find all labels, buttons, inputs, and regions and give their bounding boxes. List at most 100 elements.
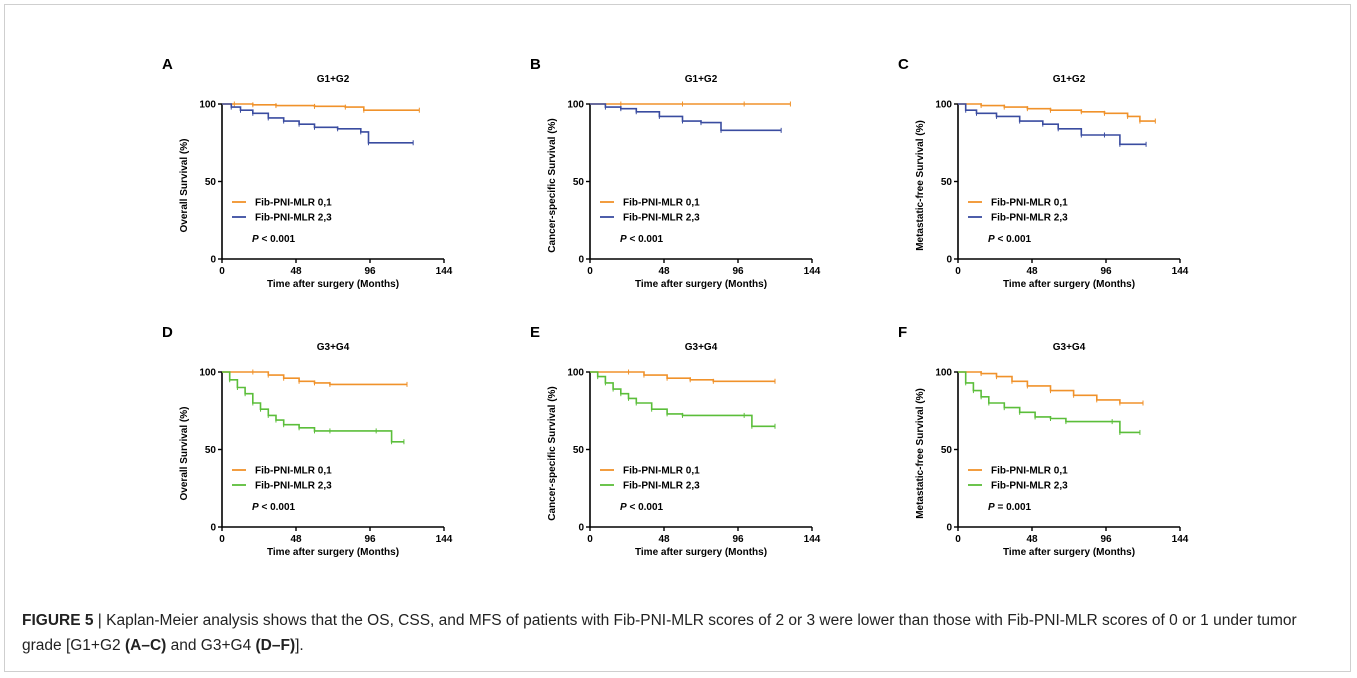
x-tick-label: 48 [658, 266, 670, 277]
panel-letter: E [530, 324, 540, 341]
panel-a: A G1+G2 0 48 96 144 0 50 100 Time after surgery (… [162, 56, 453, 290]
y-tick-label: 0 [946, 255, 952, 266]
survival-curve-2 [590, 103, 782, 132]
x-axis-label: Time after surgery (Months) [635, 279, 767, 290]
panel-b: B G1+G2 0 48 96 144 0 50 100 Time after surgery (… [530, 56, 821, 290]
panel-d: D G3+G4 0 48 96 144 0 50 100 Time after surgery (… [162, 324, 453, 558]
panel-letter: A [162, 56, 173, 73]
y-tick-label: 0 [210, 523, 216, 534]
x-axis-label: Time after surgery (Months) [267, 547, 399, 558]
x-tick-label: 144 [804, 266, 821, 277]
figure-panels: A G1+G2 0 48 96 144 0 50 100 Time after surgery (… [162, 56, 1189, 558]
p-value-label: P = 0.001 [988, 502, 1032, 513]
x-tick-label: 144 [436, 266, 453, 277]
survival-curve-1 [590, 371, 775, 383]
legend-label: Fib-PNI-MLR 2,3 [623, 481, 700, 492]
legend-label: Fib-PNI-MLR 0,1 [991, 198, 1068, 209]
x-tick-label: 96 [1100, 266, 1112, 277]
p-value-label: P < 0.001 [252, 234, 296, 245]
panel-c: C G1+G2 0 48 96 144 0 50 100 Time after surgery (… [898, 56, 1189, 290]
legend-label: Fib-PNI-MLR 0,1 [623, 198, 700, 209]
panel-title: G3+G4 [1053, 342, 1086, 353]
panel-e: E G3+G4 0 48 96 144 0 50 100 Time after surgery (… [530, 324, 821, 558]
y-axis-label: Overall Survival (%) [179, 139, 190, 233]
x-tick-label: 0 [219, 266, 225, 277]
panel-letter: B [530, 56, 541, 73]
caption-mid: and G3+G4 [166, 637, 256, 654]
y-tick-label: 100 [935, 100, 952, 111]
y-axis-label: Cancer-specific Survival (%) [547, 386, 558, 521]
p-value-label: P < 0.001 [620, 502, 664, 513]
y-tick-label: 100 [199, 100, 216, 111]
survival-curve-2 [222, 371, 404, 443]
legend-label: Fib-PNI-MLR 2,3 [255, 481, 332, 492]
y-tick-label: 50 [205, 445, 217, 456]
y-tick-label: 0 [578, 523, 584, 534]
x-axis-label: Time after surgery (Months) [267, 279, 399, 290]
legend-label: Fib-PNI-MLR 0,1 [991, 466, 1068, 477]
y-tick-label: 0 [210, 255, 216, 266]
x-tick-label: 144 [1172, 534, 1189, 545]
x-tick-label: 144 [436, 534, 453, 545]
figure-frame [4, 4, 1351, 672]
caption-ref-1: (A–C) [124, 637, 167, 654]
x-tick-label: 0 [587, 266, 593, 277]
x-tick-label: 48 [658, 534, 670, 545]
x-tick-label: 96 [732, 534, 744, 545]
y-tick-label: 100 [199, 368, 216, 379]
survival-curve-1 [958, 371, 1143, 404]
x-tick-label: 0 [587, 534, 593, 545]
legend-label: Fib-PNI-MLR 2,3 [255, 213, 332, 224]
y-tick-label: 50 [941, 445, 953, 456]
y-axis-label: Metastatic-free Survival (%) [915, 120, 926, 251]
survival-curve-2 [590, 371, 775, 428]
y-tick-label: 100 [935, 368, 952, 379]
x-tick-label: 144 [804, 534, 821, 545]
x-tick-label: 0 [955, 534, 961, 545]
x-tick-label: 48 [290, 534, 302, 545]
legend-label: Fib-PNI-MLR 0,1 [623, 466, 700, 477]
y-axis-label: Overall Survival (%) [179, 407, 190, 501]
p-value-label: P < 0.001 [252, 502, 296, 513]
panel-f: F G3+G4 0 48 96 144 0 50 100 Time after surgery (… [898, 324, 1189, 558]
figure-caption: FIGURE 5 | Kaplan-Meier analysis shows t… [22, 608, 1332, 658]
caption-ref-2: (D–F) [255, 637, 296, 654]
p-value-label: P < 0.001 [620, 234, 664, 245]
x-axis-label: Time after surgery (Months) [1003, 547, 1135, 558]
caption-label: FIGURE 5 [22, 612, 94, 629]
y-tick-label: 50 [573, 177, 585, 188]
panel-letter: D [162, 324, 173, 341]
panel-title: G1+G2 [1053, 74, 1086, 85]
x-axis-label: Time after surgery (Months) [635, 547, 767, 558]
survival-curve-1 [222, 103, 420, 111]
legend-label: Fib-PNI-MLR 0,1 [255, 466, 332, 477]
legend-label: Fib-PNI-MLR 2,3 [623, 213, 700, 224]
y-tick-label: 0 [946, 523, 952, 534]
p-value-label: P < 0.001 [988, 234, 1032, 245]
x-tick-label: 96 [364, 534, 376, 545]
y-axis-label: Cancer-specific Survival (%) [547, 118, 558, 253]
panel-title: G1+G2 [685, 74, 718, 85]
panel-letter: C [898, 56, 909, 73]
caption-end: ]. [295, 637, 304, 654]
x-tick-label: 48 [1026, 534, 1038, 545]
x-tick-label: 96 [364, 266, 376, 277]
y-tick-label: 50 [941, 177, 953, 188]
y-axis-label: Metastatic-free Survival (%) [915, 388, 926, 519]
legend-label: Fib-PNI-MLR 2,3 [991, 481, 1068, 492]
survival-curve-1 [958, 103, 1156, 122]
legend-label: Fib-PNI-MLR 0,1 [255, 198, 332, 209]
legend-label: Fib-PNI-MLR 2,3 [991, 213, 1068, 224]
x-tick-label: 96 [1100, 534, 1112, 545]
y-tick-label: 50 [573, 445, 585, 456]
y-tick-label: 100 [567, 100, 584, 111]
x-tick-label: 144 [1172, 266, 1189, 277]
survival-curve-2 [958, 371, 1140, 434]
x-tick-label: 96 [732, 266, 744, 277]
x-tick-label: 48 [1026, 266, 1038, 277]
caption-text: | Kaplan-Meier analysis shows that the O… [22, 612, 1297, 654]
panel-title: G1+G2 [317, 74, 350, 85]
x-axis-label: Time after surgery (Months) [1003, 279, 1135, 290]
panel-letter: F [898, 324, 907, 341]
panel-title: G3+G4 [685, 342, 718, 353]
